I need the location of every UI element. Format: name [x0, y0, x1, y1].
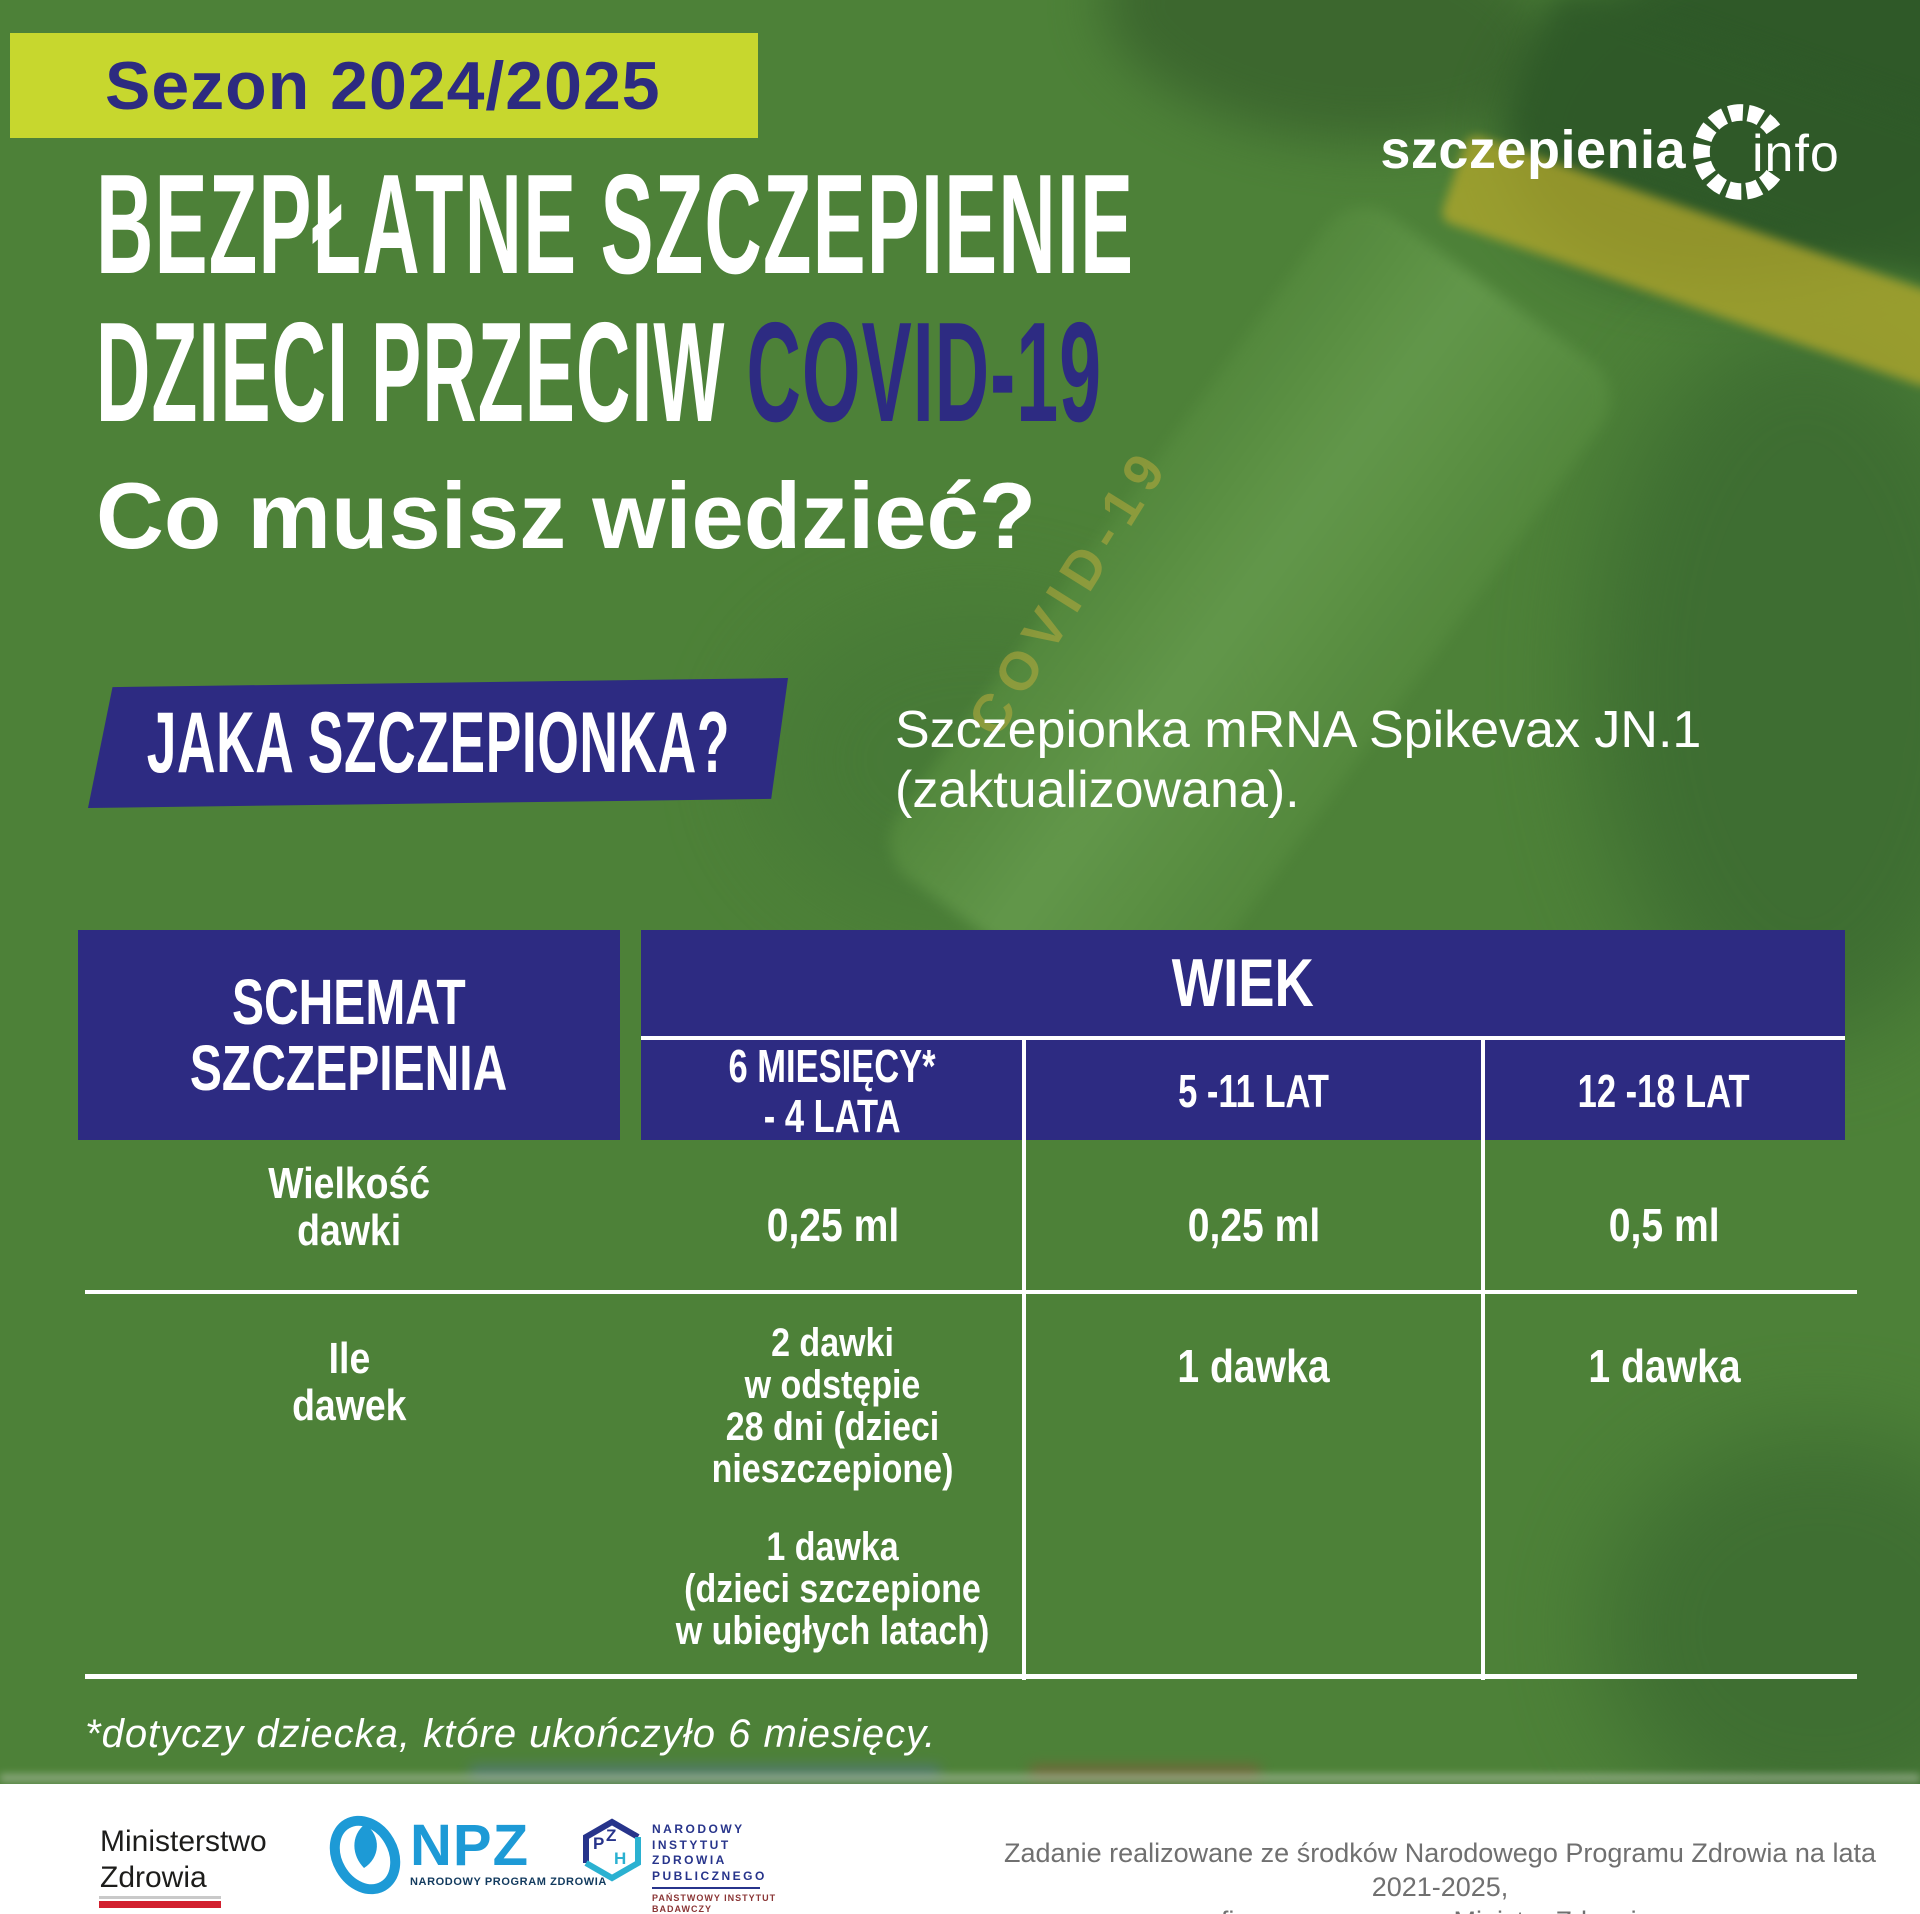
svg-text:Z: Z: [606, 1826, 616, 1845]
table-cell-dose-5-11: 0,25 ml: [1187, 1199, 1320, 1251]
main-title-line1: BEZPŁATNE SZCZEPIENIE: [96, 145, 1135, 304]
table-age-header-box: [641, 930, 1845, 1140]
table-cell-count-12-18: 1 dawka: [1587, 1340, 1741, 1392]
header-divider-line: [641, 1036, 1845, 1040]
column-header-12-18: 12 -18 LAT: [1578, 1064, 1750, 1117]
season-label: Sezon 2024/2025: [105, 47, 661, 124]
background-dark-bottom: [1600, 1430, 1920, 1830]
season-banner: Sezon 2024/2025: [10, 33, 758, 138]
subtitle: Co musisz wiedzieć?: [96, 463, 1037, 568]
age-group-header: WIEK: [1171, 945, 1315, 1021]
table-row-header-box: SCHEMAT SZCZEPIENIA: [78, 930, 620, 1140]
column-divider-line: [1481, 1036, 1485, 1680]
footnote: *dotyczy dziecka, które ukończyło 6 mies…: [85, 1712, 937, 1756]
table-cell-dose-6m-4y: 0,25 ml: [766, 1199, 899, 1251]
ministry-of-health-logo: Ministerstwo Zdrowia: [100, 1825, 267, 1894]
question-banner: JAKA SZCZEPIONKA?: [88, 678, 788, 808]
logo-info-text: info: [1752, 125, 1840, 183]
mz-flag-stripe-white: [99, 1896, 221, 1899]
question-banner-label: JAKA SZCZEPIONKA?: [146, 694, 730, 791]
npz-logo-subtext: NARODOWY PROGRAM ZDROWIA: [410, 1876, 607, 1888]
photo-edge-blur: [0, 1774, 1920, 1782]
background-dark-right: [1590, 320, 1920, 1040]
szczepienia-logo-text: szczepienia: [1380, 120, 1686, 180]
logo-ring-icon: [1693, 104, 1781, 200]
table-cell-count-5-11: 1 dawka: [1177, 1340, 1330, 1392]
column-header-5-11: 5 -11 LAT: [1178, 1064, 1329, 1117]
main-title-line2: DZIECI PRZECIW COVID-19: [96, 302, 1920, 444]
npz-logo-text: NPZ: [410, 1813, 529, 1878]
table-bottom-line: [85, 1674, 1857, 1679]
row-label-dose-count: Ile dawek: [291, 1334, 407, 1430]
funding-note: Zadanie realizowane ze środków Narodoweg…: [1004, 1838, 1876, 1914]
pzh-logo-icon: P Z H: [583, 1818, 641, 1882]
row-divider-line: [85, 1290, 1857, 1294]
svg-text:P: P: [593, 1834, 604, 1853]
svg-text:H: H: [614, 1849, 626, 1868]
title-line2-white: DZIECI PRZECIW: [96, 293, 726, 452]
mz-flag-stripe-red: [99, 1901, 221, 1908]
row-label-dose-size: Wielkość dawki: [268, 1159, 430, 1255]
npz-logo-icon: [329, 1815, 401, 1895]
title-line2-covid: COVID-19: [746, 293, 1103, 452]
vaccine-answer: Szczepionka mRNA Spikevax JN.1 (zaktuali…: [895, 700, 1701, 820]
table-cell-count-6m-4y: 2 dawki w odstępie 28 dni (dzieci nieszc…: [675, 1321, 990, 1653]
pzh-underline: [652, 1887, 760, 1889]
answer-line1: Szczepionka mRNA Spikevax JN.1: [895, 701, 1702, 759]
column-header-6m-4y: 6 MIESIĘCY* - 4 LATA: [728, 1039, 937, 1142]
answer-line2: (zaktualizowana).: [895, 761, 1300, 819]
pzh-logo-text: NARODOWY INSTYTUT ZDROWIA PUBLICZNEGO PA…: [652, 1822, 777, 1914]
table-cell-dose-12-18: 0,5 ml: [1608, 1199, 1720, 1251]
footer-bar: Ministerstwo Zdrowia NPZ NARODOWY PROGRA…: [0, 1784, 1920, 1914]
column-divider-line: [1022, 1036, 1026, 1680]
